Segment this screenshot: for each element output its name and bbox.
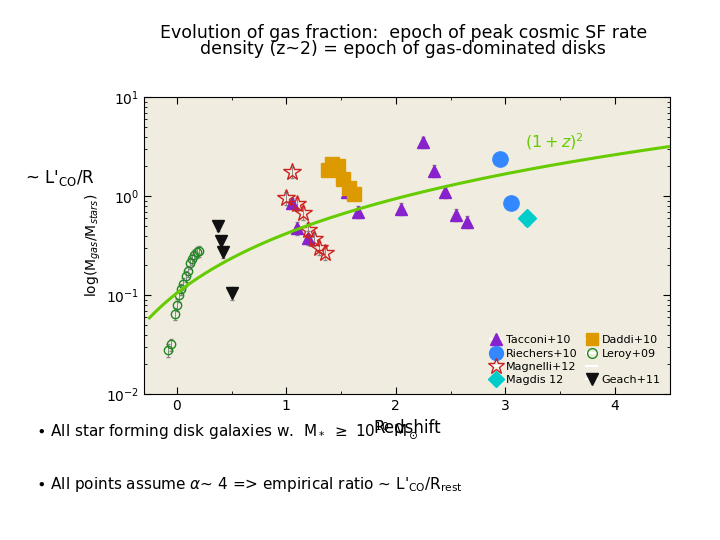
Text: $\bullet$ All star forming disk galaxies w.  M$_*$ $\geq$ 10$^{10}$ M$_\odot$: $\bullet$ All star forming disk galaxies… <box>36 421 419 442</box>
Text: density (z~2) = epoch of gas-dominated disks: density (z~2) = epoch of gas-dominated d… <box>200 40 606 58</box>
X-axis label: Redshift: Redshift <box>373 418 441 437</box>
Y-axis label: log(M$_{gas}$/M$_{stars}$): log(M$_{gas}$/M$_{stars}$) <box>84 194 103 298</box>
Text: ~ L'$_{\rm CO}$/R: ~ L'$_{\rm CO}$/R <box>25 168 94 188</box>
Text: $\bullet$ All points assume $\alpha$~ 4 => empirical ratio ~ L'$_{\rm CO}$/R$_{\: $\bullet$ All points assume $\alpha$~ 4 … <box>36 475 463 494</box>
Text: $(1+z)^2$: $(1+z)^2$ <box>525 131 584 152</box>
Legend: Tacconi+10, Riechers+10, Magnelli+12, Magdis 12, Daddi+10, Leroy+09, , Geach+11: Tacconi+10, Riechers+10, Magnelli+12, Ma… <box>487 332 664 389</box>
Text: Evolution of gas fraction:  epoch of peak cosmic SF rate: Evolution of gas fraction: epoch of peak… <box>160 24 647 42</box>
